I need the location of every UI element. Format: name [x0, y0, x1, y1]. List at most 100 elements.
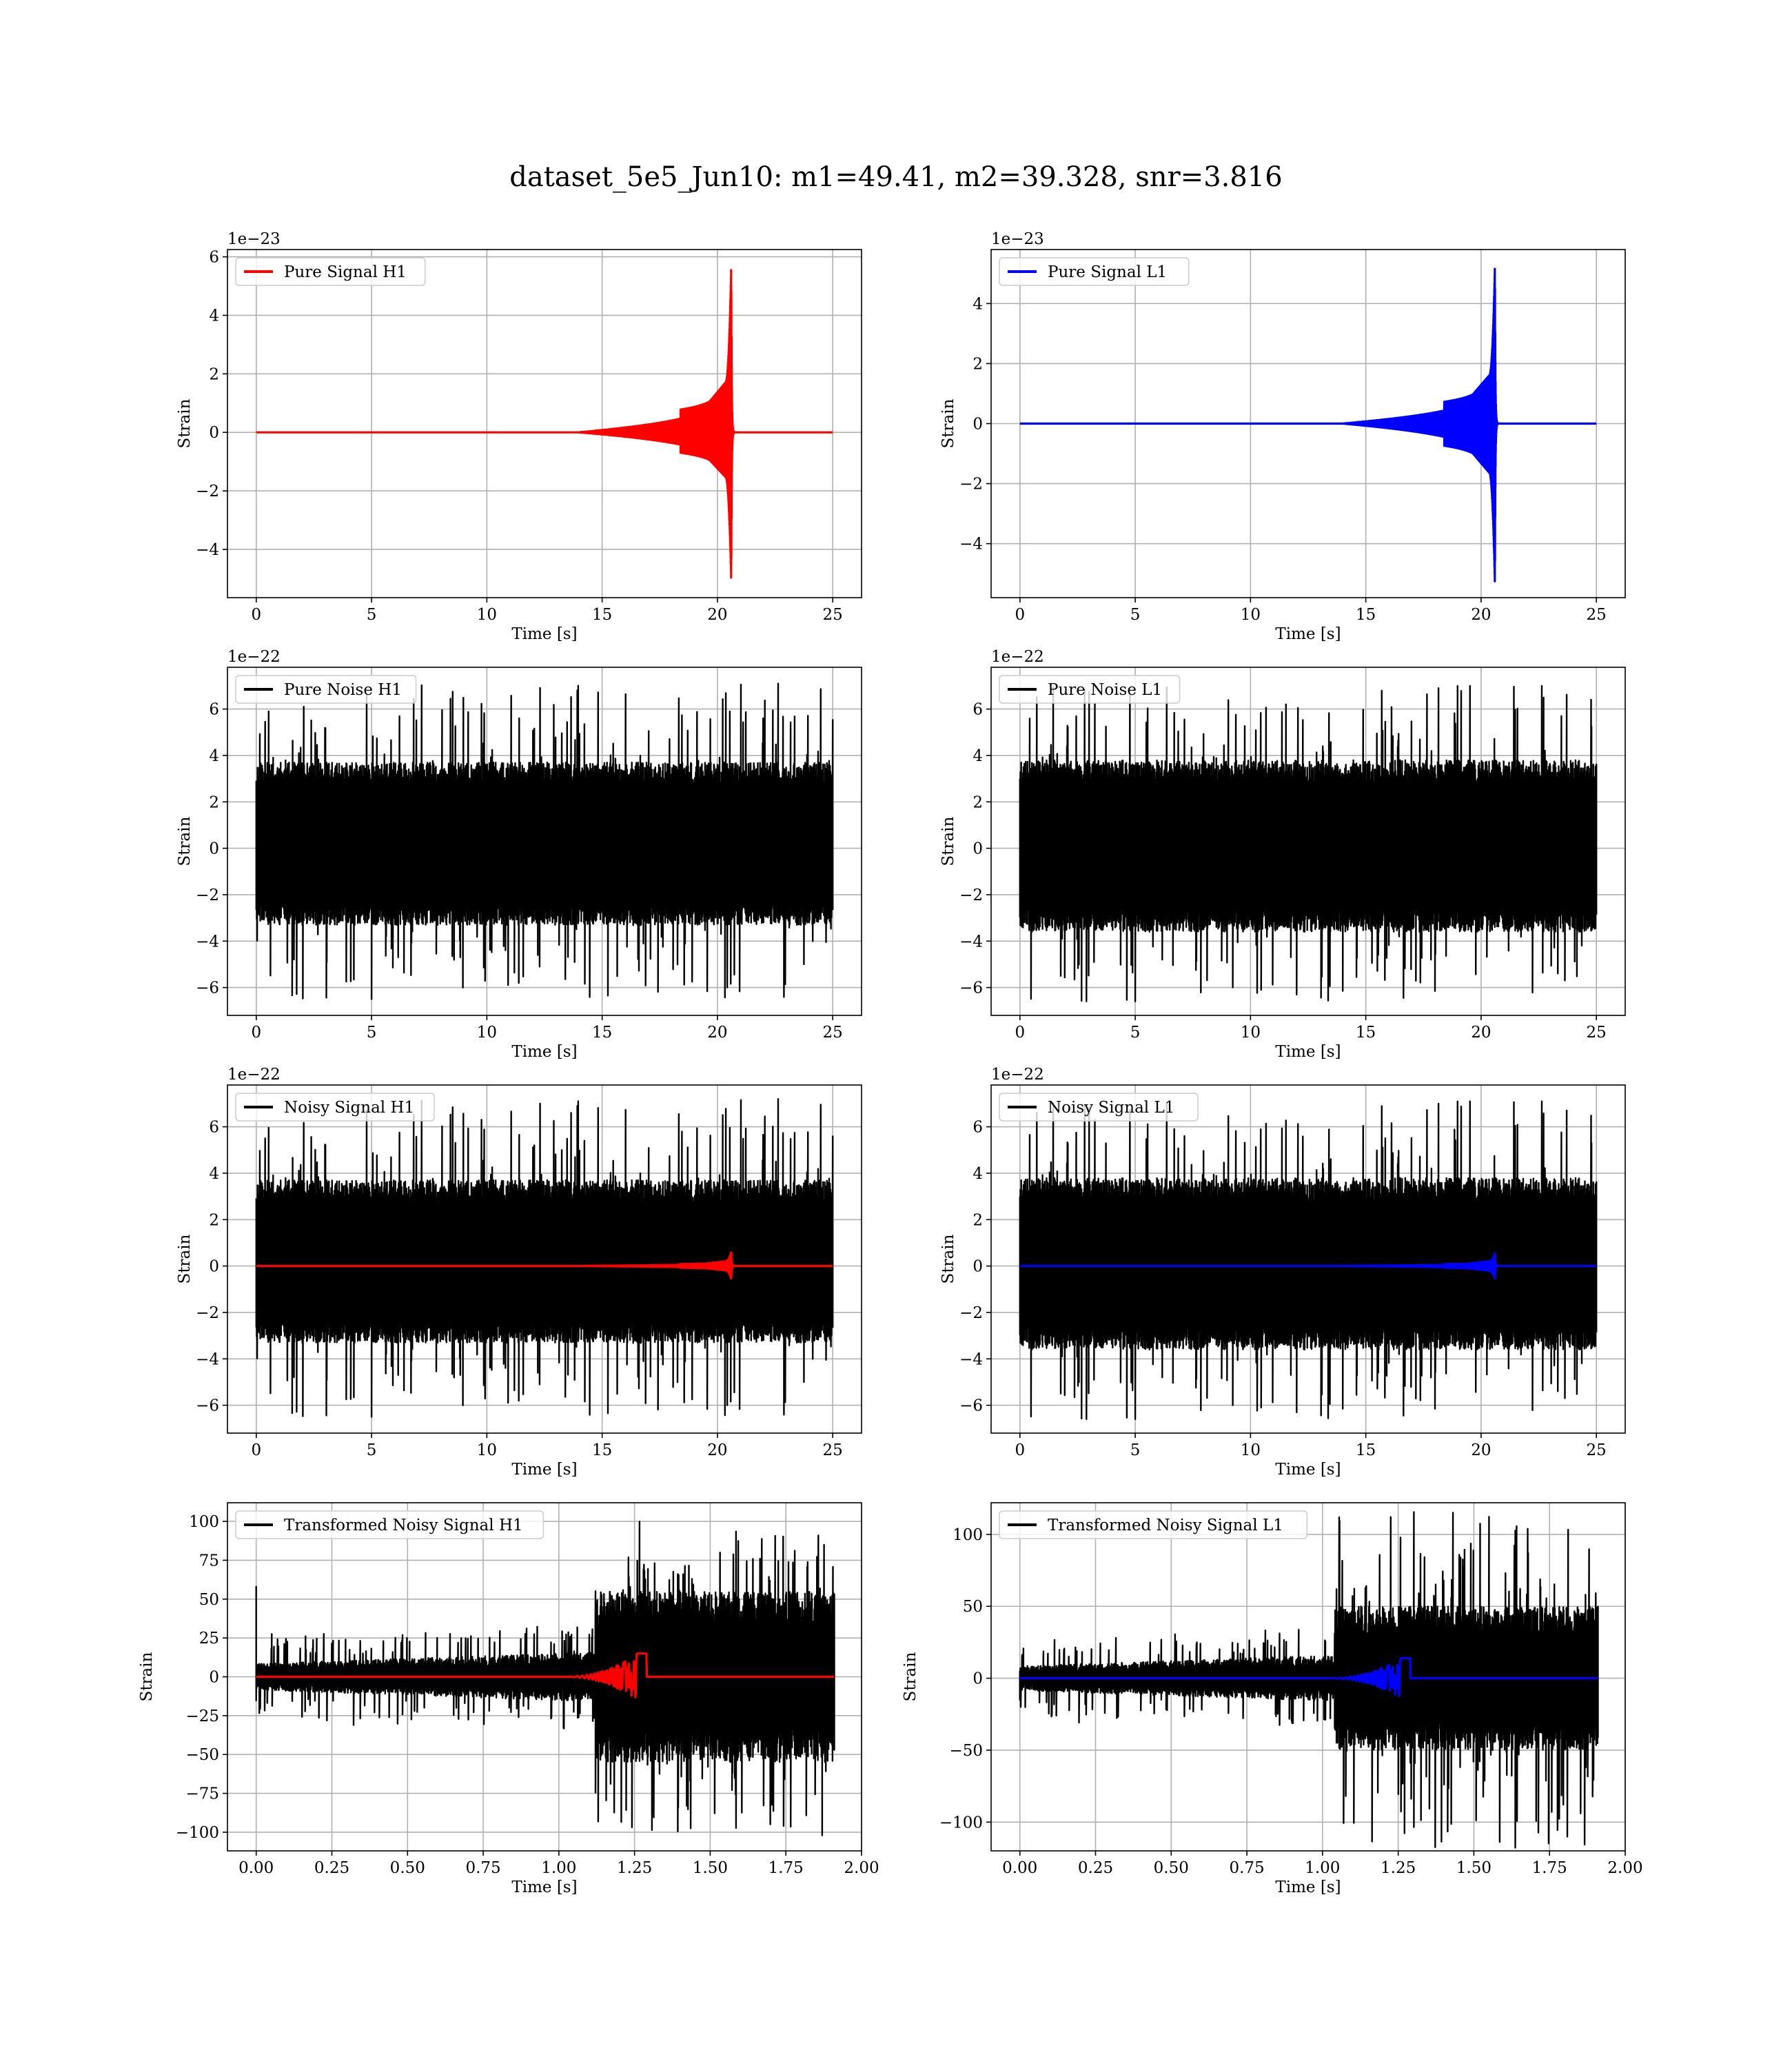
x-tick-label: 1.75	[1532, 1859, 1567, 1877]
y-tick-label: 100	[953, 1526, 983, 1544]
x-tick-label: 10	[1241, 1441, 1261, 1459]
y-tick-label: 0	[209, 1258, 219, 1276]
series-line-overlay-1	[1019, 1656, 1599, 1697]
legend: Noisy Signal H1	[235, 1093, 435, 1122]
x-tick-label: 10	[477, 1441, 497, 1459]
x-tick-label: 20	[707, 1441, 727, 1459]
y-tick-label: 2	[209, 1211, 219, 1229]
x-tick-label: 10	[477, 1024, 497, 1042]
series-line-overlay-1	[256, 1251, 833, 1280]
y-tick-label: −4	[196, 1350, 219, 1368]
legend-box	[235, 675, 417, 704]
series-line-pure-signal-l1	[1019, 267, 1597, 582]
x-tick-label: 15	[592, 606, 612, 624]
x-axis-label: Time [s]	[1275, 1878, 1341, 1896]
axis-offset-label: 1e−22	[991, 648, 1044, 666]
x-tick-label: 1.00	[1305, 1859, 1340, 1877]
plot-area	[1019, 1511, 1599, 1849]
y-tick-label: −4	[196, 541, 219, 559]
y-tick-label: 6	[973, 701, 983, 719]
y-tick-label: −25	[185, 1707, 219, 1725]
subplot-pure-signal-h1: 0 5 10 15 20 25 −4 −2 0 2 4 6 Time [s] Strain 1e−23Pur…	[176, 230, 862, 643]
subplot-pure-noise-h1: 0 5 10 15 20 25 −6 −4 −2 0 2 4 6 Time [s] Strain 1e−22P…	[176, 648, 862, 1061]
legend: Noisy Signal L1	[999, 1093, 1199, 1122]
series-line-pure-signal-h1	[256, 269, 833, 579]
axes-frame	[227, 249, 862, 598]
x-tick-label: 5	[367, 1441, 377, 1459]
legend-label: Pure Noise H1	[284, 681, 402, 699]
x-tick-label: 5	[1130, 606, 1141, 624]
legend-label: Noisy Signal H1	[284, 1099, 414, 1117]
y-tick-label: 100	[189, 1513, 219, 1531]
y-tick-label: −2	[196, 1304, 219, 1322]
x-tick-label: 0	[1015, 1441, 1025, 1459]
legend-box	[999, 675, 1181, 704]
plot-area	[255, 682, 834, 1000]
x-axis-label: Time [s]	[511, 1461, 577, 1479]
x-tick-label: 0.00	[238, 1859, 274, 1877]
y-tick-label: −2	[959, 886, 983, 904]
y-tick-label: −4	[959, 536, 983, 554]
y-tick-label: −6	[196, 980, 219, 997]
x-tick-label: 0.75	[1229, 1859, 1264, 1877]
legend-box	[235, 1093, 435, 1122]
plot-area	[1019, 1100, 1598, 1420]
legend-label: Pure Signal H1	[284, 263, 407, 281]
y-tick-label: 4	[973, 747, 983, 765]
y-tick-label: 0	[973, 416, 983, 434]
y-tick-label: 6	[209, 249, 219, 267]
y-tick-label: 2	[209, 793, 219, 811]
y-tick-label: −4	[959, 933, 983, 951]
y-tick-label: 2	[973, 793, 983, 811]
legend-label: Pure Noise L1	[1048, 681, 1162, 699]
x-tick-label: 0.50	[1154, 1859, 1189, 1877]
plot-area	[255, 1521, 835, 1836]
x-tick-label: 0.75	[465, 1859, 500, 1877]
x-tick-label: 0	[251, 606, 261, 624]
y-tick-label: −6	[959, 980, 983, 997]
x-tick-label: 20	[1471, 606, 1491, 624]
x-tick-label: 0	[251, 1441, 261, 1459]
x-tick-label: 5	[367, 1024, 377, 1042]
x-tick-label: 5	[1130, 1441, 1141, 1459]
y-tick-label: 6	[209, 701, 219, 719]
y-tick-label: 4	[973, 295, 983, 313]
x-tick-label: 0	[251, 1024, 261, 1042]
axis-offset-label: 1e−23	[227, 230, 281, 248]
y-tick-label: 0	[209, 424, 219, 442]
x-axis-label: Time [s]	[511, 1043, 577, 1061]
y-tick-label: 6	[209, 1119, 219, 1137]
legend: Pure Signal L1	[999, 257, 1190, 286]
y-tick-label: −2	[959, 476, 983, 494]
axes-frame	[227, 667, 862, 1016]
y-tick-label: 0	[973, 1258, 983, 1276]
x-tick-label: 1.25	[617, 1859, 652, 1877]
subplot-noisy-signal-h1: 0 5 10 15 20 25 −6 −4 −2 0 2 4 6 Time [s] Strain 1e−22N…	[176, 1066, 862, 1479]
y-tick-label: −4	[196, 933, 219, 951]
x-tick-label: 1.50	[693, 1859, 728, 1877]
x-tick-label: 25	[823, 606, 843, 624]
y-axis-label: Strain	[939, 816, 957, 866]
subplot-pure-signal-l1: 0 5 10 15 20 25 −4 −2 0 2 4 Time [s] Strain 1e−23Pure…	[939, 230, 1626, 643]
axes-background	[227, 250, 862, 598]
x-tick-label: 20	[707, 606, 727, 624]
legend: Pure Signal H1	[235, 257, 426, 286]
legend: Pure Noise L1	[999, 675, 1181, 704]
legend: Pure Noise H1	[235, 675, 417, 704]
subplot-transformed-noisy-signal-h1: 0.00 0.25 0.50 0.75 1.00 1.25 1.50 1.75 2.00 −100…	[138, 1502, 879, 1896]
legend-box	[235, 1510, 544, 1539]
x-tick-label: 15	[1356, 606, 1376, 624]
y-tick-label: 4	[209, 307, 219, 325]
x-tick-label: 25	[1587, 1441, 1607, 1459]
y-tick-label: 0	[973, 1670, 983, 1688]
y-tick-label: 0	[209, 840, 219, 858]
x-tick-label: 0.50	[390, 1859, 425, 1877]
x-tick-label: 0	[1015, 606, 1025, 624]
x-tick-label: 15	[1356, 1024, 1376, 1042]
legend-box	[999, 1093, 1199, 1122]
y-axis-label: Strain	[176, 1234, 194, 1284]
x-tick-label: 15	[592, 1024, 612, 1042]
y-tick-label: −100	[939, 1814, 983, 1832]
